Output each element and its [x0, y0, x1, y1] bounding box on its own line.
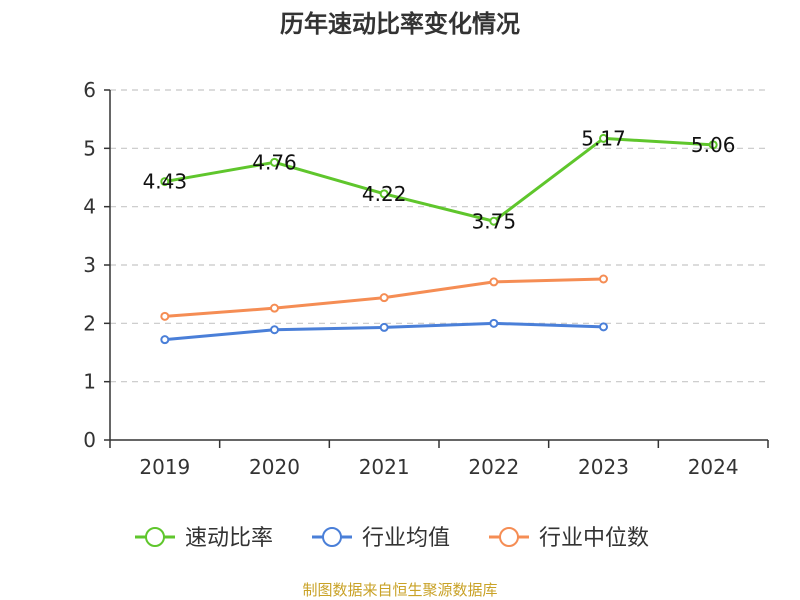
- data-label: 4.22: [362, 182, 407, 206]
- y-tick-label: 5: [83, 136, 96, 160]
- data-point[interactable]: [489, 216, 499, 226]
- y-tick-label: 3: [83, 253, 96, 277]
- grid-lines: [110, 89, 768, 383]
- chart-title: 历年速动比率变化情况: [280, 10, 520, 38]
- data-point[interactable]: [270, 325, 279, 335]
- x-tick-label: 2019: [139, 455, 190, 479]
- data-point[interactable]: [599, 133, 608, 143]
- legend-swatch-marker: [499, 527, 519, 547]
- data-label: 4.43: [143, 170, 188, 194]
- legend-item-2[interactable]: 行业中位数: [489, 526, 649, 551]
- legend[interactable]: 速动比率 行业均值 行业中位数: [135, 526, 649, 551]
- data-point[interactable]: [270, 157, 279, 167]
- data-point[interactable]: [599, 322, 608, 332]
- legend-label: 行业均值: [362, 526, 450, 551]
- data-label: 5.17: [581, 126, 626, 150]
- data-labels: 4.43 4.76 4.22 3.75 5.17 5.06: [143, 126, 736, 233]
- axes: 0 1 2 3 4 5 6 2019 2020 2021 2022 2023 2024: [83, 78, 769, 479]
- y-tick-label: 0: [83, 428, 96, 452]
- data-label: 3.75: [472, 209, 517, 233]
- data-point[interactable]: [489, 318, 499, 328]
- legend-swatch-marker: [145, 527, 165, 547]
- legend-swatch-marker: [322, 527, 342, 547]
- x-tick-label: 2023: [578, 455, 629, 479]
- data-point[interactable]: [379, 293, 389, 303]
- y-tick-label: 4: [83, 195, 96, 219]
- source-note: 制图数据来自恒生聚源数据库: [302, 581, 497, 599]
- data-point[interactable]: [270, 303, 279, 313]
- data-point[interactable]: [160, 177, 170, 187]
- x-tick-label: 2024: [688, 455, 739, 479]
- series-line-0: [164, 136, 714, 223]
- x-tick-label: 2022: [468, 455, 519, 479]
- legend-item-0[interactable]: 速动比率: [135, 526, 273, 551]
- data-label: 5.06: [691, 133, 736, 157]
- data-point[interactable]: [708, 140, 718, 150]
- data-point[interactable]: [379, 322, 389, 332]
- data-point[interactable]: [160, 311, 170, 321]
- x-tick-label: 2020: [249, 455, 300, 479]
- legend-item-1[interactable]: 行业均值: [312, 526, 450, 551]
- y-tick-label: 1: [83, 370, 96, 394]
- y-tick-label: 6: [83, 78, 96, 102]
- data-point[interactable]: [160, 335, 170, 345]
- data-series: [160, 133, 718, 345]
- data-point[interactable]: [489, 277, 499, 287]
- data-point[interactable]: [379, 189, 389, 199]
- data-label: 4.76: [252, 150, 297, 174]
- x-tick-label: 2021: [359, 455, 410, 479]
- legend-label: 速动比率: [185, 526, 273, 551]
- y-tick-label: 2: [83, 311, 96, 335]
- legend-label: 行业中位数: [539, 526, 649, 551]
- data-point[interactable]: [599, 274, 608, 284]
